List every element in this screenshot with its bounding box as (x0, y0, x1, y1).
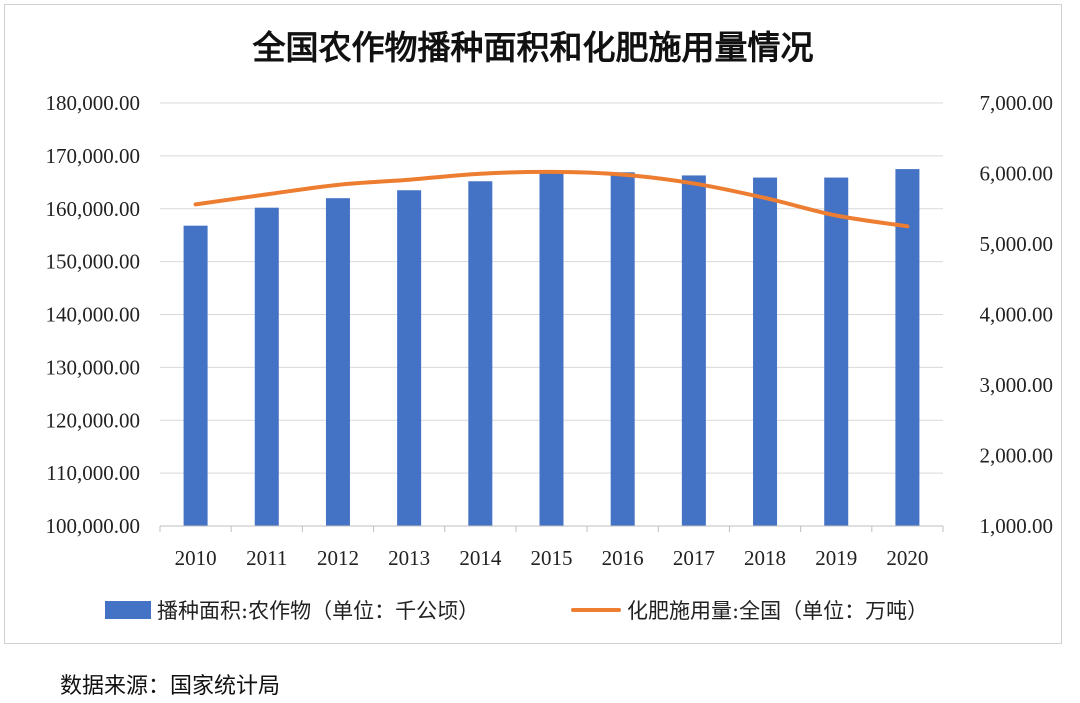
bar (254, 207, 279, 526)
y-left-tick-label: 180,000.00 (46, 91, 141, 115)
x-tick-label: 2013 (388, 546, 430, 570)
legend: 播种面积:农作物（单位：千公顷） 化肥施用量:全国（单位：万吨） (105, 599, 928, 623)
legend-label-line: 化肥施用量:全国（单位：万吨） (627, 599, 928, 623)
y-right-tick-label: 5,000.00 (980, 232, 1054, 256)
y-right-tick-label: 7,000.00 (980, 91, 1054, 115)
y-left-tick-label: 100,000.00 (46, 514, 141, 538)
chart-frame: 全国农作物播种面积和化肥施用量情况 100,000.00 110,000.00 12… (4, 4, 1062, 644)
x-tick-label: 2011 (246, 546, 287, 570)
y-right-tick-label: 6,000.00 (980, 162, 1054, 186)
x-tick-label: 2016 (602, 546, 644, 570)
chart-svg: 全国农作物播种面积和化肥施用量情况 100,000.00 110,000.00 12… (46, 28, 1054, 623)
bar (539, 172, 564, 527)
x-tick-label: 2017 (673, 546, 715, 570)
chart-title: 全国农作物播种面积和化肥施用量情况 (252, 28, 814, 67)
y-left-tick-label: 160,000.00 (46, 197, 141, 221)
axis-layer: 100,000.00 110,000.00 120,000.00 130,000.00… (46, 91, 1054, 570)
y-left-tick-label: 120,000.00 (46, 408, 141, 432)
y-right-tick-label: 2,000.00 (980, 444, 1054, 468)
bar (681, 175, 706, 526)
x-tick-label: 2019 (815, 546, 857, 570)
line-layer (193, 169, 910, 229)
y-left-tick-label: 130,000.00 (46, 355, 141, 379)
y-left-tick-label: 110,000.00 (46, 461, 140, 485)
bar-layer (183, 169, 920, 527)
y-right-tick-label: 4,000.00 (980, 303, 1054, 327)
y-left-tick-label: 150,000.00 (46, 250, 141, 274)
y-left-tick-label: 140,000.00 (46, 303, 141, 327)
x-tick-label: 2020 (886, 546, 928, 570)
legend-swatch-bar (105, 601, 151, 619)
x-tick-label: 2014 (459, 546, 502, 570)
bar (468, 181, 493, 526)
bar (824, 177, 849, 526)
bar (397, 190, 422, 526)
bar (753, 177, 778, 526)
y-right-tick-label: 1,000.00 (980, 514, 1054, 538)
y-right-tick-label: 3,000.00 (980, 373, 1054, 397)
source-note: 数据来源：国家统计局 (60, 674, 281, 699)
bar (325, 198, 350, 527)
y-left-tick-label: 170,000.00 (46, 144, 141, 168)
x-tick-label: 2010 (175, 546, 217, 570)
x-tick-label: 2015 (531, 546, 573, 570)
legend-label-bar: 播种面积:农作物（单位：千公顷） (157, 599, 479, 623)
bar (183, 225, 208, 527)
x-tick-label: 2018 (744, 546, 786, 570)
x-tick-label: 2012 (317, 546, 359, 570)
bar (895, 169, 920, 526)
bar (610, 172, 635, 527)
